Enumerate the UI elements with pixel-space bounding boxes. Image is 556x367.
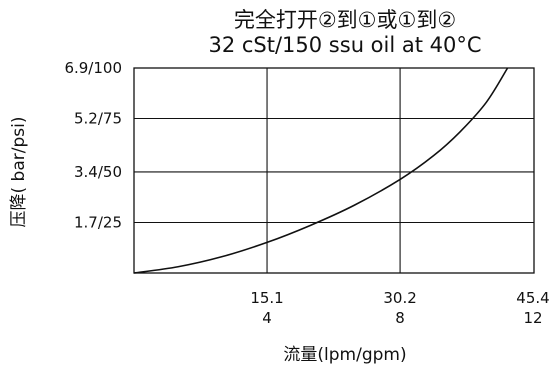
x-tick-label-gpm: 8	[395, 309, 405, 327]
x-axis-title: 流量(lpm/gpm)	[283, 345, 406, 365]
x-tick-label-lpm: 45.4	[516, 289, 549, 307]
y-axis-ticks: 1.7/25 3.4/50 5.2/75 6.9/100	[64, 59, 122, 231]
y-tick-label: 1.7/25	[74, 213, 122, 231]
y-tick-label: 3.4/50	[74, 163, 122, 181]
x-tick-label-gpm: 12	[523, 309, 542, 327]
x-axis-ticks: 15.1 4 30.2 8 45.4 12	[250, 289, 549, 327]
pressure-drop-curve	[133, 67, 509, 274]
y-tick-label: 6.9/100	[64, 59, 122, 77]
plot-area-frame	[133, 67, 535, 274]
x-tick-label-gpm: 4	[262, 309, 272, 327]
x-tick-label-lpm: 30.2	[383, 289, 416, 307]
chart-title-line2: 32 cSt/150 ssu oil at 40°C	[208, 33, 481, 57]
y-tick-label: 5.2/75	[74, 110, 122, 128]
x-tick-label-lpm: 15.1	[250, 289, 283, 307]
grid-lines	[134, 67, 534, 273]
y-axis-title: 压降( bar/psi)	[9, 117, 29, 228]
chart-title-line1: 完全打开②到①或①到②	[234, 8, 456, 32]
